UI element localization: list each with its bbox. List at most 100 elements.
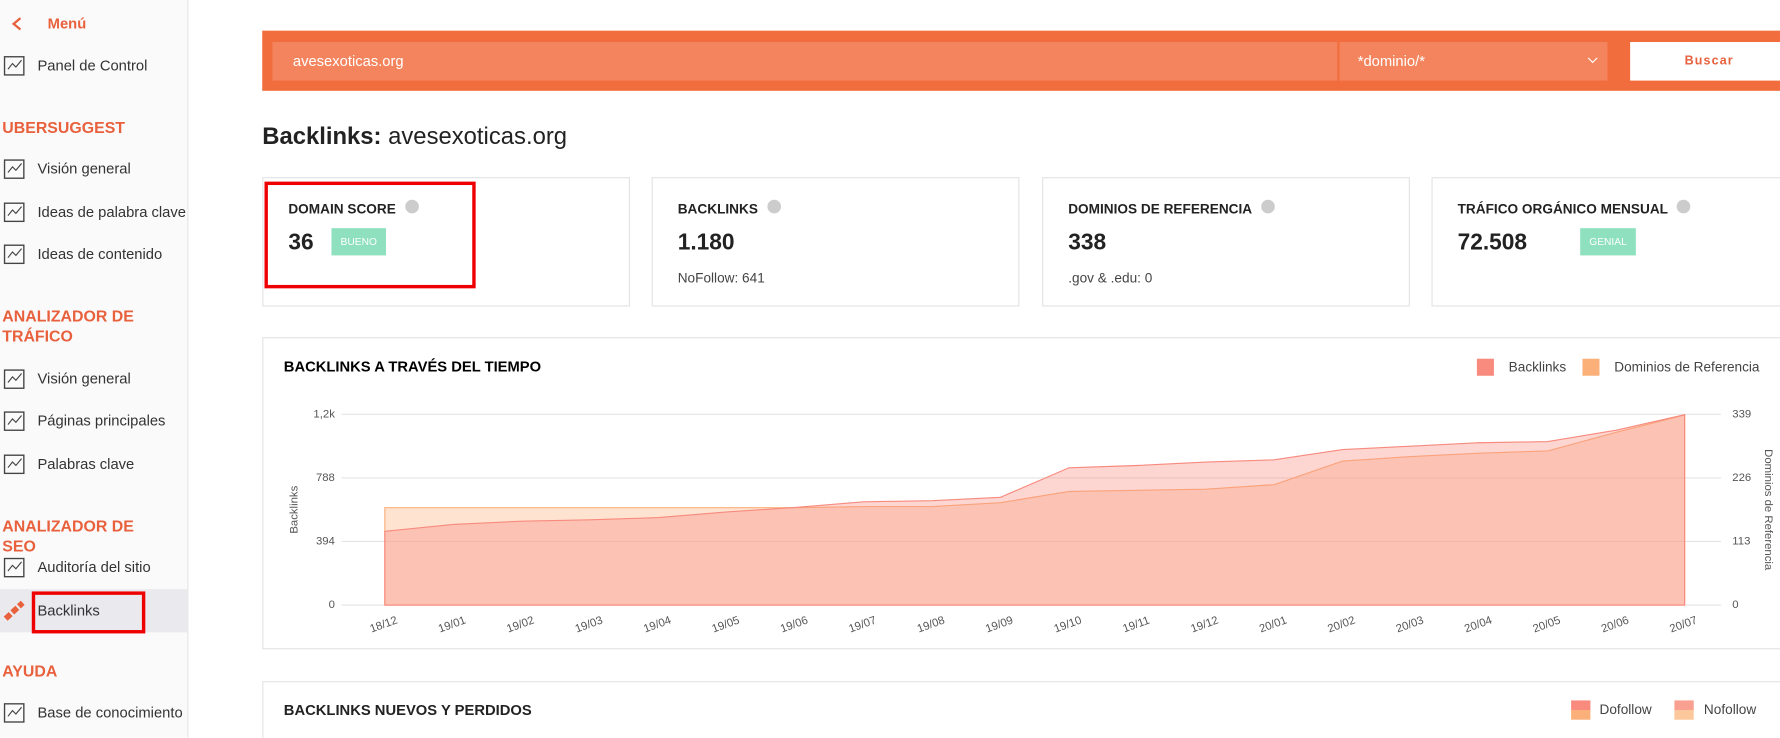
card-note: NoFollow: 641	[677, 270, 765, 287]
search-button[interactable]: Buscar	[1630, 42, 1780, 81]
card-value: 36	[288, 230, 314, 256]
chart-title: BACKLINKS A TRAVÉS DEL TIEMPO	[284, 359, 541, 376]
x-tick-label: 20/06	[1600, 614, 1631, 635]
help-icon[interactable]	[767, 199, 782, 214]
section-heading: UBERSUGGEST	[2, 118, 126, 137]
nav-item[interactable]: Visión general	[37, 370, 131, 388]
nav-item[interactable]: Visión general	[37, 160, 131, 178]
nav-item[interactable]: Palabras clave	[37, 455, 135, 473]
card-title: TRÁFICO ORGÁNICO MENSUAL	[1457, 200, 1668, 217]
x-tick-label: 19/01	[437, 614, 468, 635]
legend-swatch	[1674, 700, 1694, 720]
x-tick-label: 20/05	[1531, 614, 1562, 635]
nav-icon	[3, 244, 25, 265]
legend-label: Dofollow	[1599, 701, 1652, 718]
card-value: 338	[1068, 230, 1107, 256]
nav-item[interactable]: Páginas principales	[37, 412, 166, 430]
legend-label: Dominios de Referencia	[1614, 359, 1760, 374]
back-icon[interactable]	[9, 16, 25, 32]
section-heading: ANALIZADOR DE SEO	[2, 516, 134, 556]
y2-tick-label: 113	[1732, 535, 1750, 547]
y2-tick-label: 226	[1732, 472, 1751, 484]
page-heading: Backlinks: avesexoticas.org	[262, 124, 567, 151]
nav-icon	[3, 56, 25, 76]
card-note: .gov & .edu: 0	[1068, 270, 1153, 287]
section-heading: ANALIZADOR DE TRÁFICO	[2, 306, 134, 346]
legend-swatch	[1571, 700, 1591, 720]
section-title: BACKLINKS NUEVOS Y PERDIDOS	[283, 701, 532, 719]
x-tick-label: 19/08	[916, 614, 947, 635]
new-lost-card: BACKLINKS NUEVOS Y PERDIDOS Dofollow Nof…	[262, 681, 1780, 738]
nav-icon	[3, 600, 25, 621]
nav-icon	[3, 202, 25, 223]
search-bar: avesexoticas.org *dominio/* Buscar	[262, 30, 1780, 91]
nav-item[interactable]: Ideas de palabra clave	[37, 203, 186, 221]
sidebar: Menú Panel de Control UBERSUGGEST Visión g…	[0, 0, 189, 738]
card-value: 72.508	[1457, 230, 1528, 256]
chevron	[1587, 57, 1598, 64]
nav-item[interactable]: Base de conocimiento	[37, 703, 183, 721]
back-link[interactable]: Menú	[47, 14, 87, 32]
card-title: DOMINIOS DE REFERENCIA	[1068, 200, 1253, 217]
search-mode-text: *dominio/*	[1357, 52, 1425, 70]
x-tick-label: 19/04	[642, 614, 673, 635]
nav-item[interactable]: Auditoría del sitio	[37, 558, 151, 576]
nav-item[interactable]: Ideas de contenido	[37, 245, 163, 263]
x-tick-label: 19/10	[1053, 614, 1084, 635]
search-query: avesexoticas.org	[292, 52, 404, 70]
card-title: BACKLINKS	[677, 200, 758, 217]
heading-label: Backlinks:	[262, 123, 382, 150]
highlight-box	[264, 181, 476, 289]
nav-item[interactable]: Backlinks	[37, 601, 100, 619]
y-tick-label: 0	[329, 599, 335, 611]
y-tick-label: 394	[316, 535, 335, 547]
y2-tick-label: 0	[1732, 599, 1738, 611]
highlight-box	[31, 591, 146, 634]
help-icon[interactable]	[1676, 199, 1691, 214]
stat-card: DOMAIN SCORE 36 BUENO	[262, 177, 631, 307]
y2-axis-title: Dominios de Referencia	[1762, 449, 1774, 571]
card-title: DOMAIN SCORE	[288, 200, 396, 217]
y-tick-label: 1,2k	[313, 408, 335, 420]
chart: BACKLINKS A TRAVÉS DEL TIEMPO Backlinks …	[284, 358, 1774, 636]
x-tick-label: 20/02	[1326, 614, 1357, 635]
stat-card: BACKLINKS 1.180 NoFollow: 641	[651, 177, 1020, 307]
stat-card: TRÁFICO ORGÁNICO MENSUAL 72.508 GENIAL	[1431, 177, 1780, 307]
search-button-text: Buscar	[1684, 54, 1734, 69]
nav-icon	[3, 411, 25, 431]
nav-icon	[3, 159, 25, 179]
x-tick-label: 19/11	[1121, 615, 1151, 636]
legend-swatch	[1476, 358, 1494, 376]
x-tick-label: 19/09	[984, 614, 1015, 635]
active-row	[0, 589, 188, 633]
x-tick-label: 20/07	[1668, 614, 1699, 635]
x-tick-label: 19/07	[847, 614, 878, 635]
x-tick-label: 19/05	[710, 614, 741, 635]
card-value: 1.180	[677, 230, 735, 256]
y2-tick-label: 339	[1732, 408, 1751, 420]
nav-icon	[3, 454, 25, 475]
stat-card: DOMINIOS DE REFERENCIA 338 .gov & .edu: 0	[1042, 177, 1410, 307]
search-input[interactable]: avesexoticas.org	[272, 42, 1338, 81]
nav-icon	[3, 369, 25, 389]
y-tick-label: 788	[316, 472, 335, 484]
nav-icon	[3, 703, 25, 723]
nav-item[interactable]: Panel de Control	[37, 56, 148, 74]
x-tick-label: 19/06	[779, 614, 810, 635]
x-tick-label: 19/02	[505, 614, 536, 635]
badge: GENIAL	[1580, 228, 1636, 256]
chart-card: BACKLINKS A TRAVÉS DEL TIEMPO Backlinks …	[262, 337, 1780, 650]
nav-icon	[3, 557, 25, 578]
help-icon[interactable]	[405, 199, 419, 214]
legend-label: Backlinks	[1509, 359, 1567, 374]
help-icon[interactable]	[1261, 199, 1275, 214]
y-axis-title: Backlinks	[288, 485, 300, 533]
x-tick-label: 18/12	[368, 614, 399, 635]
search-mode[interactable]: *dominio/*	[1339, 42, 1608, 81]
area	[384, 413, 1686, 606]
x-tick-label: 20/03	[1395, 614, 1426, 635]
heading-domain: avesexoticas.org	[388, 123, 568, 150]
x-tick-label: 20/04	[1463, 614, 1494, 635]
